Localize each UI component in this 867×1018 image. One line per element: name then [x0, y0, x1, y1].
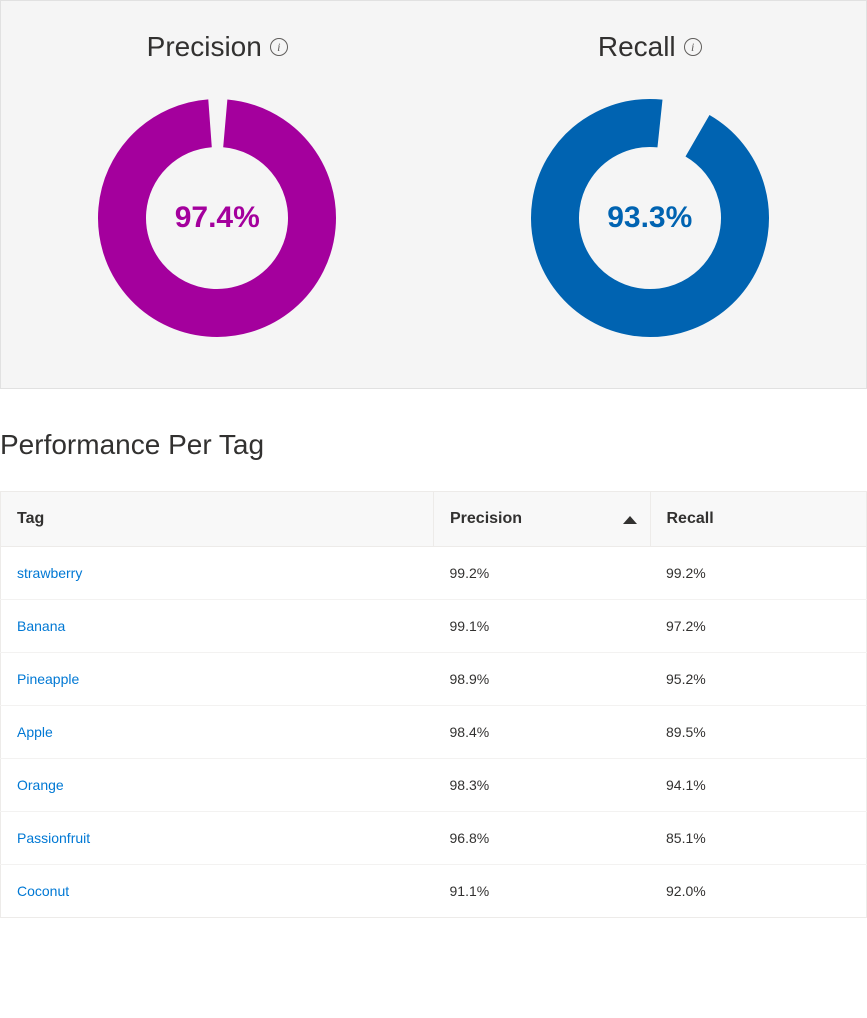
recall-donut: 93.3%: [530, 98, 770, 338]
cell-tag: Banana: [1, 600, 434, 653]
cell-tag: Orange: [1, 759, 434, 812]
cell-precision: 99.2%: [434, 547, 651, 600]
precision-value: 97.4%: [175, 201, 260, 235]
cell-tag: Passionfruit: [1, 812, 434, 865]
section-title: Performance Per Tag: [0, 389, 867, 491]
table-row: Passionfruit 96.8%85.1%: [1, 812, 867, 865]
cell-tag: Apple: [1, 706, 434, 759]
precision-metric: Precision i 97.4%: [97, 31, 337, 338]
tag-link[interactable]: Orange: [17, 777, 64, 793]
column-header-precision[interactable]: Precision: [434, 492, 651, 547]
column-header-tag-label: Tag: [17, 510, 44, 527]
cell-precision: 98.4%: [434, 706, 651, 759]
tag-link[interactable]: Coconut: [17, 883, 69, 899]
cell-precision: 96.8%: [434, 812, 651, 865]
tag-link[interactable]: Passionfruit: [17, 830, 90, 846]
info-icon[interactable]: i: [270, 38, 288, 56]
tag-link[interactable]: Pineapple: [17, 671, 79, 687]
recall-metric: Recall i 93.3%: [530, 31, 770, 338]
cell-recall: 94.1%: [650, 759, 867, 812]
column-header-recall-label: Recall: [667, 510, 714, 527]
table-row: strawberry 99.2%99.2%: [1, 547, 867, 600]
precision-label: Precision: [147, 31, 262, 63]
tag-link[interactable]: Apple: [17, 724, 53, 740]
cell-recall: 89.5%: [650, 706, 867, 759]
info-icon[interactable]: i: [684, 38, 702, 56]
table-row: Banana 99.1%97.2%: [1, 600, 867, 653]
cell-tag: Coconut: [1, 865, 434, 918]
cell-recall: 97.2%: [650, 600, 867, 653]
cell-precision: 98.9%: [434, 653, 651, 706]
table-header-row: Tag Precision Recall: [1, 492, 867, 547]
cell-precision: 99.1%: [434, 600, 651, 653]
cell-recall: 92.0%: [650, 865, 867, 918]
table-row: Orange 98.3%94.1%: [1, 759, 867, 812]
column-header-recall[interactable]: Recall: [650, 492, 867, 547]
precision-donut: 97.4%: [97, 98, 337, 338]
cell-recall: 95.2%: [650, 653, 867, 706]
metrics-panel: Precision i 97.4% Recall i 93.3%: [0, 0, 867, 389]
cell-recall: 99.2%: [650, 547, 867, 600]
column-header-tag[interactable]: Tag: [1, 492, 434, 547]
precision-title: Precision i: [147, 31, 288, 63]
cell-tag: Pineapple: [1, 653, 434, 706]
performance-table: Tag Precision Recall strawberry 99.2%99.2…: [0, 491, 867, 918]
cell-recall: 85.1%: [650, 812, 867, 865]
cell-precision: 98.3%: [434, 759, 651, 812]
table-row: Apple 98.4%89.5%: [1, 706, 867, 759]
tag-link[interactable]: strawberry: [17, 565, 82, 581]
table-row: Coconut 91.1%92.0%: [1, 865, 867, 918]
tag-link[interactable]: Banana: [17, 618, 65, 634]
cell-precision: 91.1%: [434, 865, 651, 918]
table-row: Pineapple 98.9%95.2%: [1, 653, 867, 706]
cell-tag: strawberry: [1, 547, 434, 600]
column-header-precision-label: Precision: [450, 510, 522, 527]
recall-value: 93.3%: [607, 201, 692, 235]
